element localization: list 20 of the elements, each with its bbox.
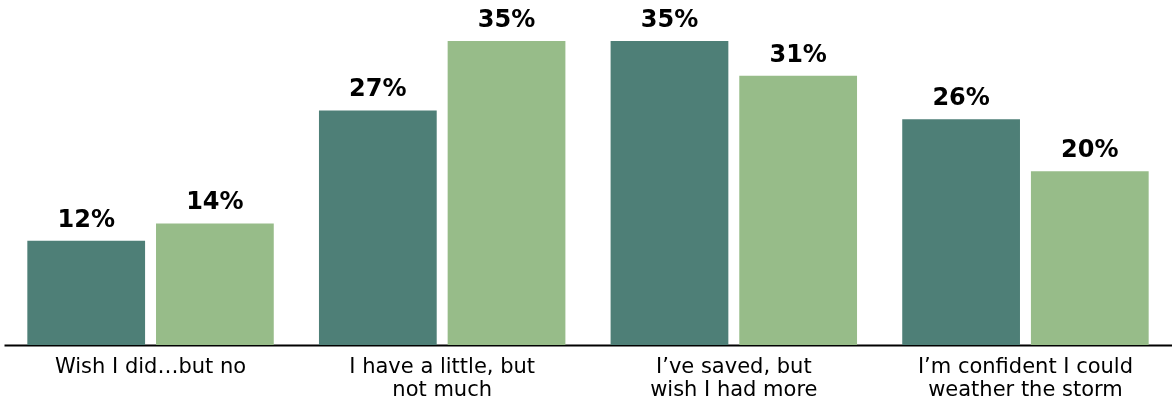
- bar: [610, 41, 729, 345]
- bar: [27, 240, 146, 345]
- data-label: 14%: [186, 187, 244, 216]
- bar: [739, 75, 858, 345]
- bar: [447, 41, 566, 345]
- data-label: 35%: [640, 5, 699, 33]
- bar: [1030, 171, 1149, 345]
- data-label: 31%: [769, 39, 827, 68]
- x-tick-label: Wish I did…but no: [54, 353, 247, 378]
- bar: [318, 110, 437, 345]
- x-tick-label: I’ve saved, but wish I had more: [650, 353, 818, 401]
- data-label: 12%: [57, 204, 115, 233]
- bar: [156, 223, 274, 345]
- data-label: 20%: [1061, 135, 1119, 164]
- x-tick-label: I have a little, but not much: [349, 353, 536, 401]
- data-label: 35%: [477, 5, 536, 33]
- data-label: 26%: [932, 83, 990, 112]
- data-label: 27%: [349, 74, 407, 103]
- bar: [902, 119, 1020, 345]
- x-tick-label: I’m confident I could weather the storm: [917, 353, 1134, 401]
